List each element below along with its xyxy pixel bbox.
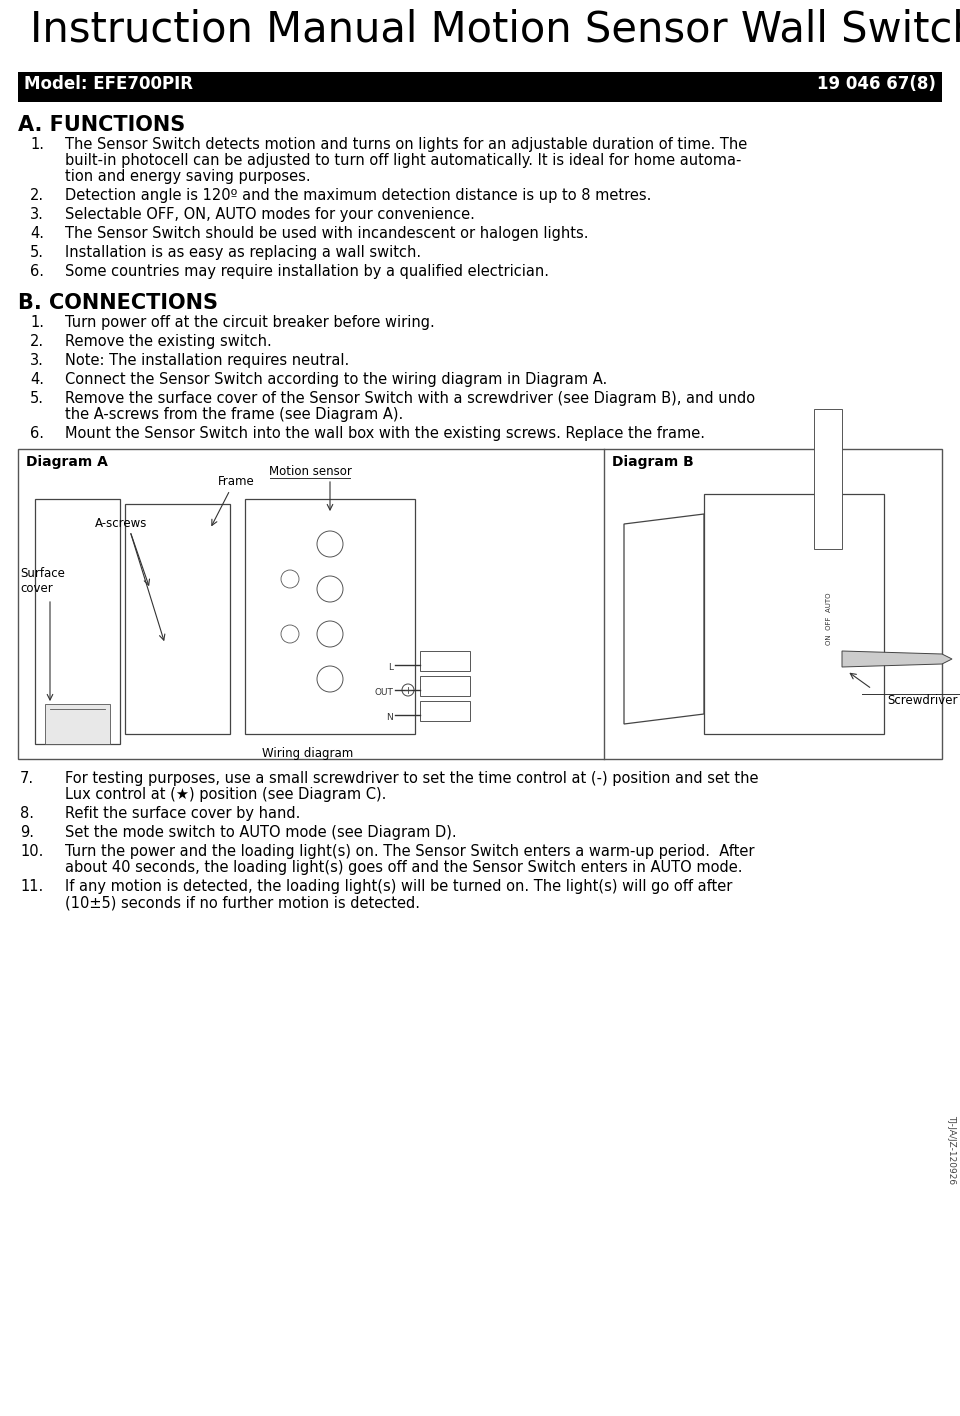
Text: ON  OFF  AUTO: ON OFF AUTO <box>826 593 832 646</box>
Text: Mount the Sensor Switch into the wall box with the existing screws. Replace the : Mount the Sensor Switch into the wall bo… <box>65 426 705 440</box>
Text: Connect the Sensor Switch according to the wiring diagram in Diagram A.: Connect the Sensor Switch according to t… <box>65 372 608 387</box>
Text: 6.: 6. <box>30 263 44 279</box>
Text: Wiring diagram: Wiring diagram <box>262 748 353 760</box>
Text: 3.: 3. <box>30 353 44 368</box>
Text: Surface
cover: Surface cover <box>20 566 65 595</box>
Text: 6.: 6. <box>30 426 44 440</box>
Text: Set the mode switch to AUTO mode (see Diagram D).: Set the mode switch to AUTO mode (see Di… <box>65 826 457 840</box>
Text: Selectable OFF, ON, AUTO modes for your convenience.: Selectable OFF, ON, AUTO modes for your … <box>65 207 475 222</box>
Text: 4.: 4. <box>30 227 44 241</box>
Text: Diagram A: Diagram A <box>26 455 108 469</box>
Bar <box>420 651 470 671</box>
Text: The Sensor Switch should be used with incandescent or halogen lights.: The Sensor Switch should be used with in… <box>65 227 588 241</box>
Text: Frame: Frame <box>218 474 254 489</box>
Text: N: N <box>386 714 393 722</box>
Bar <box>420 701 470 721</box>
Bar <box>45 704 110 743</box>
Text: 9.: 9. <box>20 826 34 840</box>
Text: Turn power off at the circuit breaker before wiring.: Turn power off at the circuit breaker be… <box>65 314 435 330</box>
Text: about 40 seconds, the loading light(s) goes off and the Sensor Switch enters in : about 40 seconds, the loading light(s) g… <box>65 860 742 875</box>
Text: Installation is as easy as replacing a wall switch.: Installation is as easy as replacing a w… <box>65 245 421 261</box>
Text: 5.: 5. <box>30 391 44 406</box>
Text: B. CONNECTIONS: B. CONNECTIONS <box>18 293 218 313</box>
Text: 1.: 1. <box>30 137 44 152</box>
Text: 11.: 11. <box>20 879 43 893</box>
Text: Remove the surface cover of the Sensor Switch with a screwdriver (see Diagram B): Remove the surface cover of the Sensor S… <box>65 391 756 406</box>
Bar <box>18 449 942 759</box>
Text: (10±5) seconds if no further motion is detected.: (10±5) seconds if no further motion is d… <box>65 895 420 910</box>
Text: 1.: 1. <box>30 314 44 330</box>
Text: For testing purposes, use a small screwdriver to set the time control at (-) pos: For testing purposes, use a small screwd… <box>65 770 758 786</box>
Bar <box>814 409 842 549</box>
Bar <box>420 675 470 697</box>
Text: L: L <box>388 663 393 673</box>
Text: 7.: 7. <box>20 770 35 786</box>
Text: tion and energy saving purposes.: tion and energy saving purposes. <box>65 169 311 184</box>
Text: Diagram B: Diagram B <box>612 455 694 469</box>
Text: A. FUNCTIONS: A. FUNCTIONS <box>18 115 185 135</box>
Text: The Sensor Switch detects motion and turns on lights for an adjustable duration : The Sensor Switch detects motion and tur… <box>65 137 747 152</box>
Text: 2.: 2. <box>30 334 44 348</box>
Text: If any motion is detected, the loading light(s) will be turned on. The light(s) : If any motion is detected, the loading l… <box>65 879 732 893</box>
Text: built-in photocell can be adjusted to turn off light automatically. It is ideal : built-in photocell can be adjusted to tu… <box>65 153 741 169</box>
Text: Turn the power and the loading light(s) on. The Sensor Switch enters a warm-up p: Turn the power and the loading light(s) … <box>65 844 755 860</box>
Text: Detection angle is 120º and the maximum detection distance is up to 8 metres.: Detection angle is 120º and the maximum … <box>65 188 652 202</box>
Text: Some countries may require installation by a qualified electrician.: Some countries may require installation … <box>65 263 549 279</box>
Text: OUT: OUT <box>374 688 393 697</box>
Text: 3.: 3. <box>30 207 44 222</box>
Text: 19 046 67(8): 19 046 67(8) <box>817 75 936 93</box>
Text: Lux control at (★) position (see Diagram C).: Lux control at (★) position (see Diagram… <box>65 787 386 801</box>
Text: Motion sensor: Motion sensor <box>269 464 351 479</box>
Text: Note: The installation requires neutral.: Note: The installation requires neutral. <box>65 353 349 368</box>
Text: 4.: 4. <box>30 372 44 387</box>
Bar <box>18 72 942 102</box>
Polygon shape <box>842 651 952 667</box>
Text: Model: EFE700PIR: Model: EFE700PIR <box>24 75 193 93</box>
Text: Remove the existing switch.: Remove the existing switch. <box>65 334 272 348</box>
Text: TJ-JA/JZ-120926: TJ-JA/JZ-120926 <box>948 1116 956 1185</box>
Text: Screwdriver: Screwdriver <box>887 694 957 707</box>
Text: 2.: 2. <box>30 188 44 202</box>
Text: the A-screws from the frame (see Diagram A).: the A-screws from the frame (see Diagram… <box>65 406 403 422</box>
Text: 8.: 8. <box>20 806 34 821</box>
Text: Instruction Manual Motion Sensor Wall Switch: Instruction Manual Motion Sensor Wall Sw… <box>30 8 960 50</box>
Text: 5.: 5. <box>30 245 44 261</box>
Text: Refit the surface cover by hand.: Refit the surface cover by hand. <box>65 806 300 821</box>
Text: A-screws: A-screws <box>95 517 148 530</box>
Text: 10.: 10. <box>20 844 43 860</box>
